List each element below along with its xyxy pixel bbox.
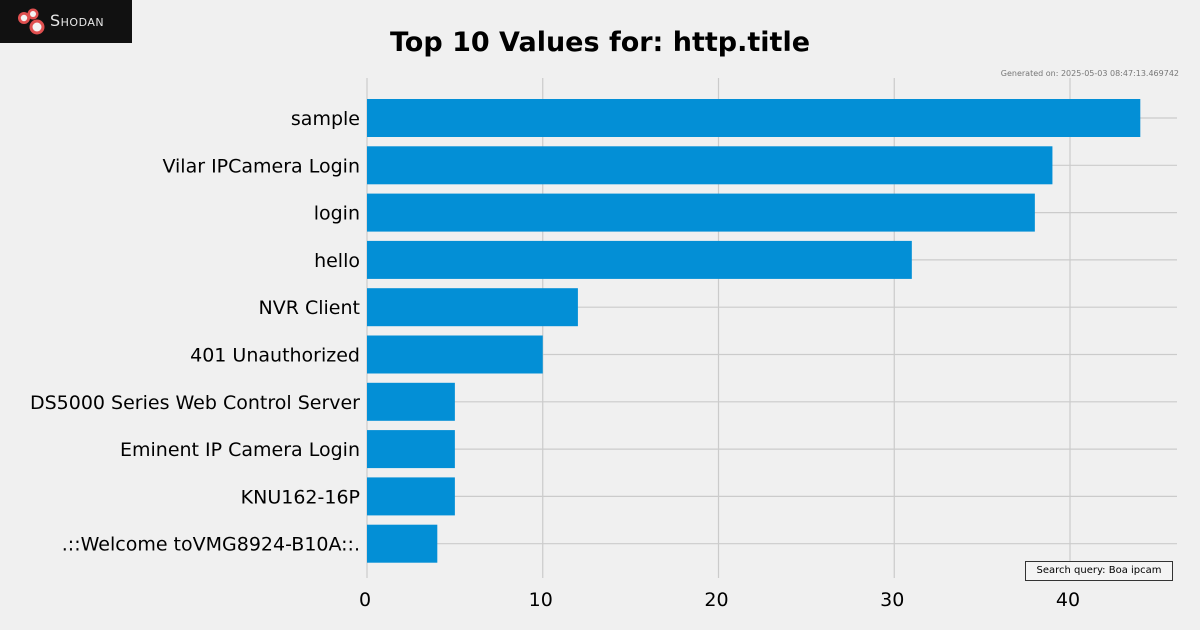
x-tick-label: 0 bbox=[359, 589, 371, 611]
y-tick-label: Vilar IPCamera Login bbox=[162, 155, 360, 177]
x-tick-label: 30 bbox=[880, 589, 904, 611]
chart-title: Top 10 Values for: http.title bbox=[389, 27, 811, 58]
bar bbox=[367, 335, 543, 374]
y-tick-label: hello bbox=[314, 250, 360, 272]
bar bbox=[367, 477, 455, 516]
shodan-logo[interactable]: Shodan bbox=[0, 0, 132, 43]
search-query-box: Search query: Boa ipcam bbox=[1025, 561, 1173, 581]
y-tick-label: Eminent IP Camera Login bbox=[120, 439, 360, 461]
generated-timestamp: Generated on: 2025-05-03 08:47:13.469742 bbox=[1000, 69, 1179, 78]
y-tick-label: KNU162-16P bbox=[241, 486, 360, 508]
y-tick-label: NVR Client bbox=[259, 297, 360, 319]
bar bbox=[367, 99, 1141, 137]
y-tick-label: login bbox=[314, 203, 360, 225]
bar bbox=[367, 288, 578, 327]
bar bbox=[367, 382, 455, 421]
bar bbox=[367, 524, 438, 563]
bar bbox=[367, 146, 1053, 185]
shodan-logo-icon bbox=[18, 8, 45, 35]
bar bbox=[367, 430, 455, 469]
y-tick-label: DS5000 Series Web Control Server bbox=[30, 392, 360, 414]
bar bbox=[367, 193, 1035, 232]
y-tick-label: 401 Unauthorized bbox=[190, 345, 360, 367]
brand-name: Shodan bbox=[50, 11, 105, 30]
y-tick-label: .::Welcome toVMG8924-B10A::. bbox=[62, 534, 360, 556]
x-tick-label: 40 bbox=[1056, 589, 1080, 611]
bar bbox=[367, 240, 912, 279]
x-tick-label: 20 bbox=[704, 589, 728, 611]
y-tick-label: sample bbox=[291, 108, 360, 130]
x-tick-label: 10 bbox=[529, 589, 553, 611]
